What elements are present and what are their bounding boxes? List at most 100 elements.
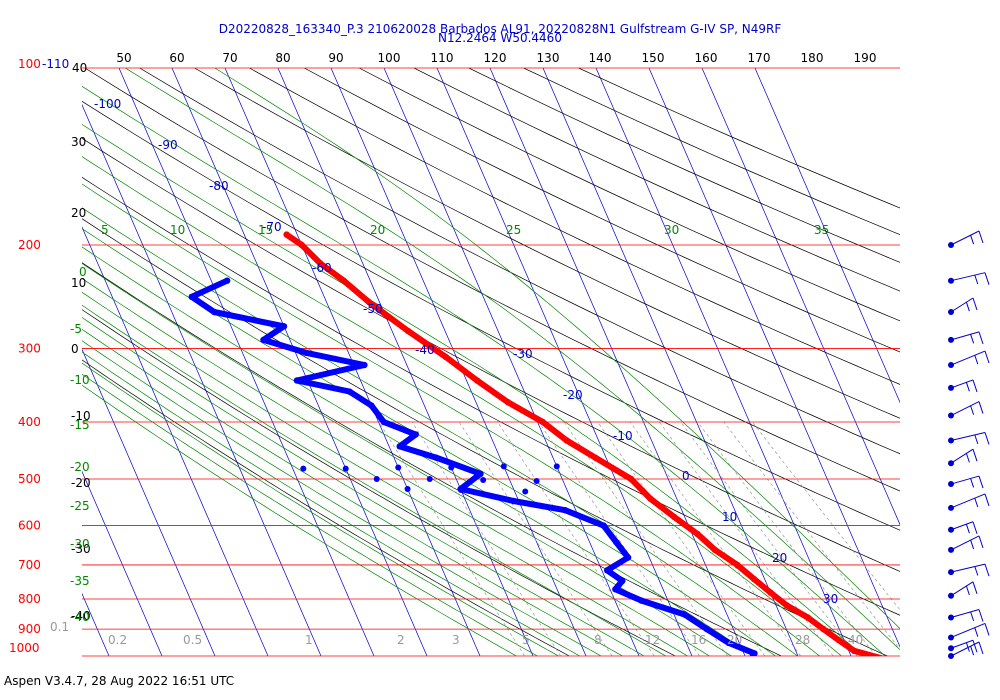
data-point	[619, 577, 626, 585]
isotherm-label: -90	[158, 138, 178, 152]
data-point	[725, 639, 732, 647]
moist-adiabat-label: -30	[70, 537, 90, 551]
moist-adiabat-line	[82, 373, 539, 656]
mixing-ratio-line	[378, 421, 525, 656]
data-point	[694, 530, 701, 538]
top-axis-tick: 160	[695, 51, 718, 65]
chart-title: D20220828_163340_P.3 210620028 Barbados …	[219, 22, 782, 36]
moist-adiabat-label: -35	[70, 574, 90, 588]
pressure-tick-label: 100	[18, 57, 41, 71]
data-point	[480, 477, 487, 484]
isotherm-label: -100	[94, 97, 121, 111]
data-point	[835, 636, 843, 644]
moist-adiabat-line	[82, 156, 842, 656]
data-point	[504, 398, 511, 406]
wind-barb	[948, 641, 984, 659]
wind-barb	[948, 609, 984, 622]
isotherm-label: -40	[415, 343, 435, 357]
mixing-ratio-label: 2	[397, 633, 405, 647]
mixing-ratio-label: 0.2	[108, 633, 127, 647]
dry-adiabat-line	[304, 68, 900, 353]
data-point	[750, 575, 758, 583]
data-point	[749, 655, 754, 656]
data-point	[510, 497, 517, 505]
data-point	[361, 361, 368, 369]
dry-adiabat-line	[82, 309, 676, 656]
isotherm-label: -30	[513, 347, 533, 361]
wind-barb	[948, 350, 990, 369]
moist-adiabat-line	[82, 291, 689, 656]
data-point	[283, 231, 290, 238]
isotherm-line	[82, 470, 163, 656]
mixing-ratio-line	[597, 421, 765, 656]
mixing-ratio-label: 12	[645, 633, 660, 647]
height-tick-label: 0	[71, 342, 79, 356]
isotherm-label: -110	[42, 57, 69, 71]
isotherm-line	[595, 68, 852, 656]
data-point	[734, 561, 741, 569]
top-axis-tick: 80	[275, 51, 290, 65]
dry-adiabat-line	[468, 68, 900, 263]
data-point	[612, 586, 619, 593]
height-tick-label: 40	[72, 61, 87, 75]
wind-barb	[948, 379, 978, 393]
isotherm-line	[489, 68, 746, 656]
top-axis-tick: 70	[222, 51, 237, 65]
data-point	[804, 614, 811, 621]
data-point	[647, 495, 654, 502]
top-axis-tick: 180	[801, 51, 824, 65]
data-point	[670, 513, 678, 521]
dry-adiabat-line	[82, 262, 782, 656]
isotherm-line	[82, 226, 269, 656]
series-line-dew-point	[188, 277, 758, 656]
data-point	[820, 625, 827, 633]
isotherm-label: 30	[823, 592, 838, 606]
wind-barb	[948, 581, 978, 599]
moist-adiabat-line	[82, 207, 799, 656]
moist-adiabat-label: -15	[70, 418, 90, 432]
data-point	[751, 650, 758, 656]
top-axis-tick: 170	[748, 51, 771, 65]
top-axis-tick: 130	[537, 51, 560, 65]
data-point	[368, 402, 375, 409]
data-point	[563, 437, 570, 444]
footer-version: Aspen V3.4.7, 28 Aug 2022 16:51 UTC	[4, 674, 235, 688]
data-point	[442, 353, 449, 361]
isotherm-line	[82, 348, 216, 656]
data-point	[473, 377, 481, 384]
dry-adiabat-label: 10	[170, 223, 185, 237]
isotherm-line	[436, 68, 693, 656]
top-axis-tick: 150	[642, 51, 665, 65]
dry-adiabat-label: 25	[506, 223, 521, 237]
dry-adiabat-line	[82, 359, 570, 656]
moist-adiabat-line	[82, 362, 560, 656]
moist-adiabat-line	[82, 85, 886, 656]
height-tick-label: -20	[71, 476, 91, 490]
pressure-tick-label: 700	[18, 558, 41, 572]
data-point	[346, 388, 353, 395]
top-axis-tick: 120	[484, 51, 507, 65]
wind-barb	[948, 475, 984, 489]
height-tick-label: 10	[71, 276, 86, 290]
moist-adiabat-label: -40	[70, 610, 90, 624]
data-point	[624, 554, 632, 561]
data-point	[433, 454, 440, 461]
isobars	[82, 67, 900, 657]
height-tick-label: 30	[71, 135, 86, 149]
data-point	[600, 522, 607, 529]
data-point	[638, 597, 645, 604]
data-point	[612, 538, 620, 546]
data-point	[340, 277, 347, 284]
moist-adiabat-line	[82, 351, 581, 656]
dry-adiabat-line	[82, 137, 900, 572]
isotherm-line	[277, 68, 534, 656]
dry-adiabat-label: 30	[664, 223, 679, 237]
data-point	[373, 475, 380, 482]
isotherm-line	[330, 68, 587, 656]
mixing-ratio-label: 28	[795, 633, 810, 647]
data-point	[539, 418, 547, 426]
wind-barb	[948, 297, 978, 316]
pressure-tick-label: 200	[18, 238, 41, 252]
isotherm-label: -10	[613, 429, 633, 443]
